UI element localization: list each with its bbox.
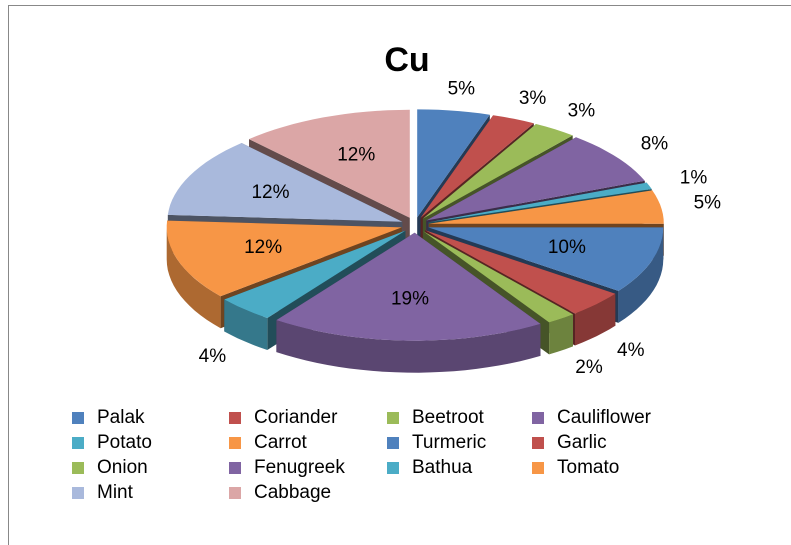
slice-wall xyxy=(166,227,221,329)
slice-wall xyxy=(276,320,541,373)
slice-wall xyxy=(549,314,573,355)
legend-label: Palak xyxy=(97,407,145,428)
legend-label: Carrot xyxy=(254,432,308,453)
slice xyxy=(224,230,406,318)
legend-swatch xyxy=(72,412,84,424)
legend-swatch xyxy=(229,487,241,499)
legend-label: Cabbage xyxy=(254,482,331,503)
slice xyxy=(422,124,573,219)
legend-label: Turmeric xyxy=(412,432,486,453)
legend-swatch xyxy=(532,437,544,449)
legend-label: Bathua xyxy=(412,457,473,478)
data-label: 3% xyxy=(519,88,547,109)
legend-label: Potato xyxy=(97,432,152,453)
chart-frame xyxy=(8,5,791,545)
data-label: 12% xyxy=(337,145,375,166)
legend-swatch xyxy=(229,437,241,449)
legend-swatch xyxy=(532,412,544,424)
legend-swatch xyxy=(72,462,84,474)
slice xyxy=(276,232,541,341)
slice xyxy=(167,143,403,222)
data-label: 4% xyxy=(617,340,645,361)
slice-wall xyxy=(618,227,664,323)
legend-label: Tomato xyxy=(557,457,619,478)
legend-swatch xyxy=(229,462,241,474)
legend-label: Garlic xyxy=(557,432,607,453)
legend-label: Coriander xyxy=(254,407,338,428)
slice-wall xyxy=(575,293,616,346)
data-label: 19% xyxy=(391,289,429,310)
slice xyxy=(166,220,402,297)
data-label: 12% xyxy=(251,182,289,203)
data-label: 5% xyxy=(448,78,476,99)
legend-swatch xyxy=(387,437,399,449)
slice xyxy=(249,109,410,218)
legend-swatch xyxy=(229,412,241,424)
slice xyxy=(425,230,616,314)
data-label: 3% xyxy=(568,100,596,121)
data-label: 4% xyxy=(199,346,227,367)
legend-swatch xyxy=(532,462,544,474)
slice xyxy=(417,109,490,218)
legend-swatch xyxy=(72,437,84,449)
legend-swatch xyxy=(72,487,84,499)
legend-label: Fenugreek xyxy=(254,457,345,478)
data-label: 12% xyxy=(244,237,282,258)
data-label: 8% xyxy=(641,133,669,154)
legend-label: Cauliflower xyxy=(557,407,652,428)
legend-swatch xyxy=(387,462,399,474)
data-label: 5% xyxy=(694,193,722,214)
slice xyxy=(428,227,664,291)
slice xyxy=(420,115,534,218)
slice xyxy=(428,182,652,223)
data-label: 10% xyxy=(548,237,586,258)
legend-label: Mint xyxy=(97,482,134,503)
data-label: 2% xyxy=(575,357,603,378)
legend-swatch xyxy=(387,412,399,424)
legend-label: Beetroot xyxy=(412,407,485,428)
slice xyxy=(423,231,573,323)
slice xyxy=(426,137,645,221)
slice xyxy=(428,190,664,224)
chart-title: Cu xyxy=(384,41,429,79)
data-label: 1% xyxy=(680,168,708,189)
slice-wall xyxy=(224,299,268,350)
legend-label: Onion xyxy=(97,457,148,478)
